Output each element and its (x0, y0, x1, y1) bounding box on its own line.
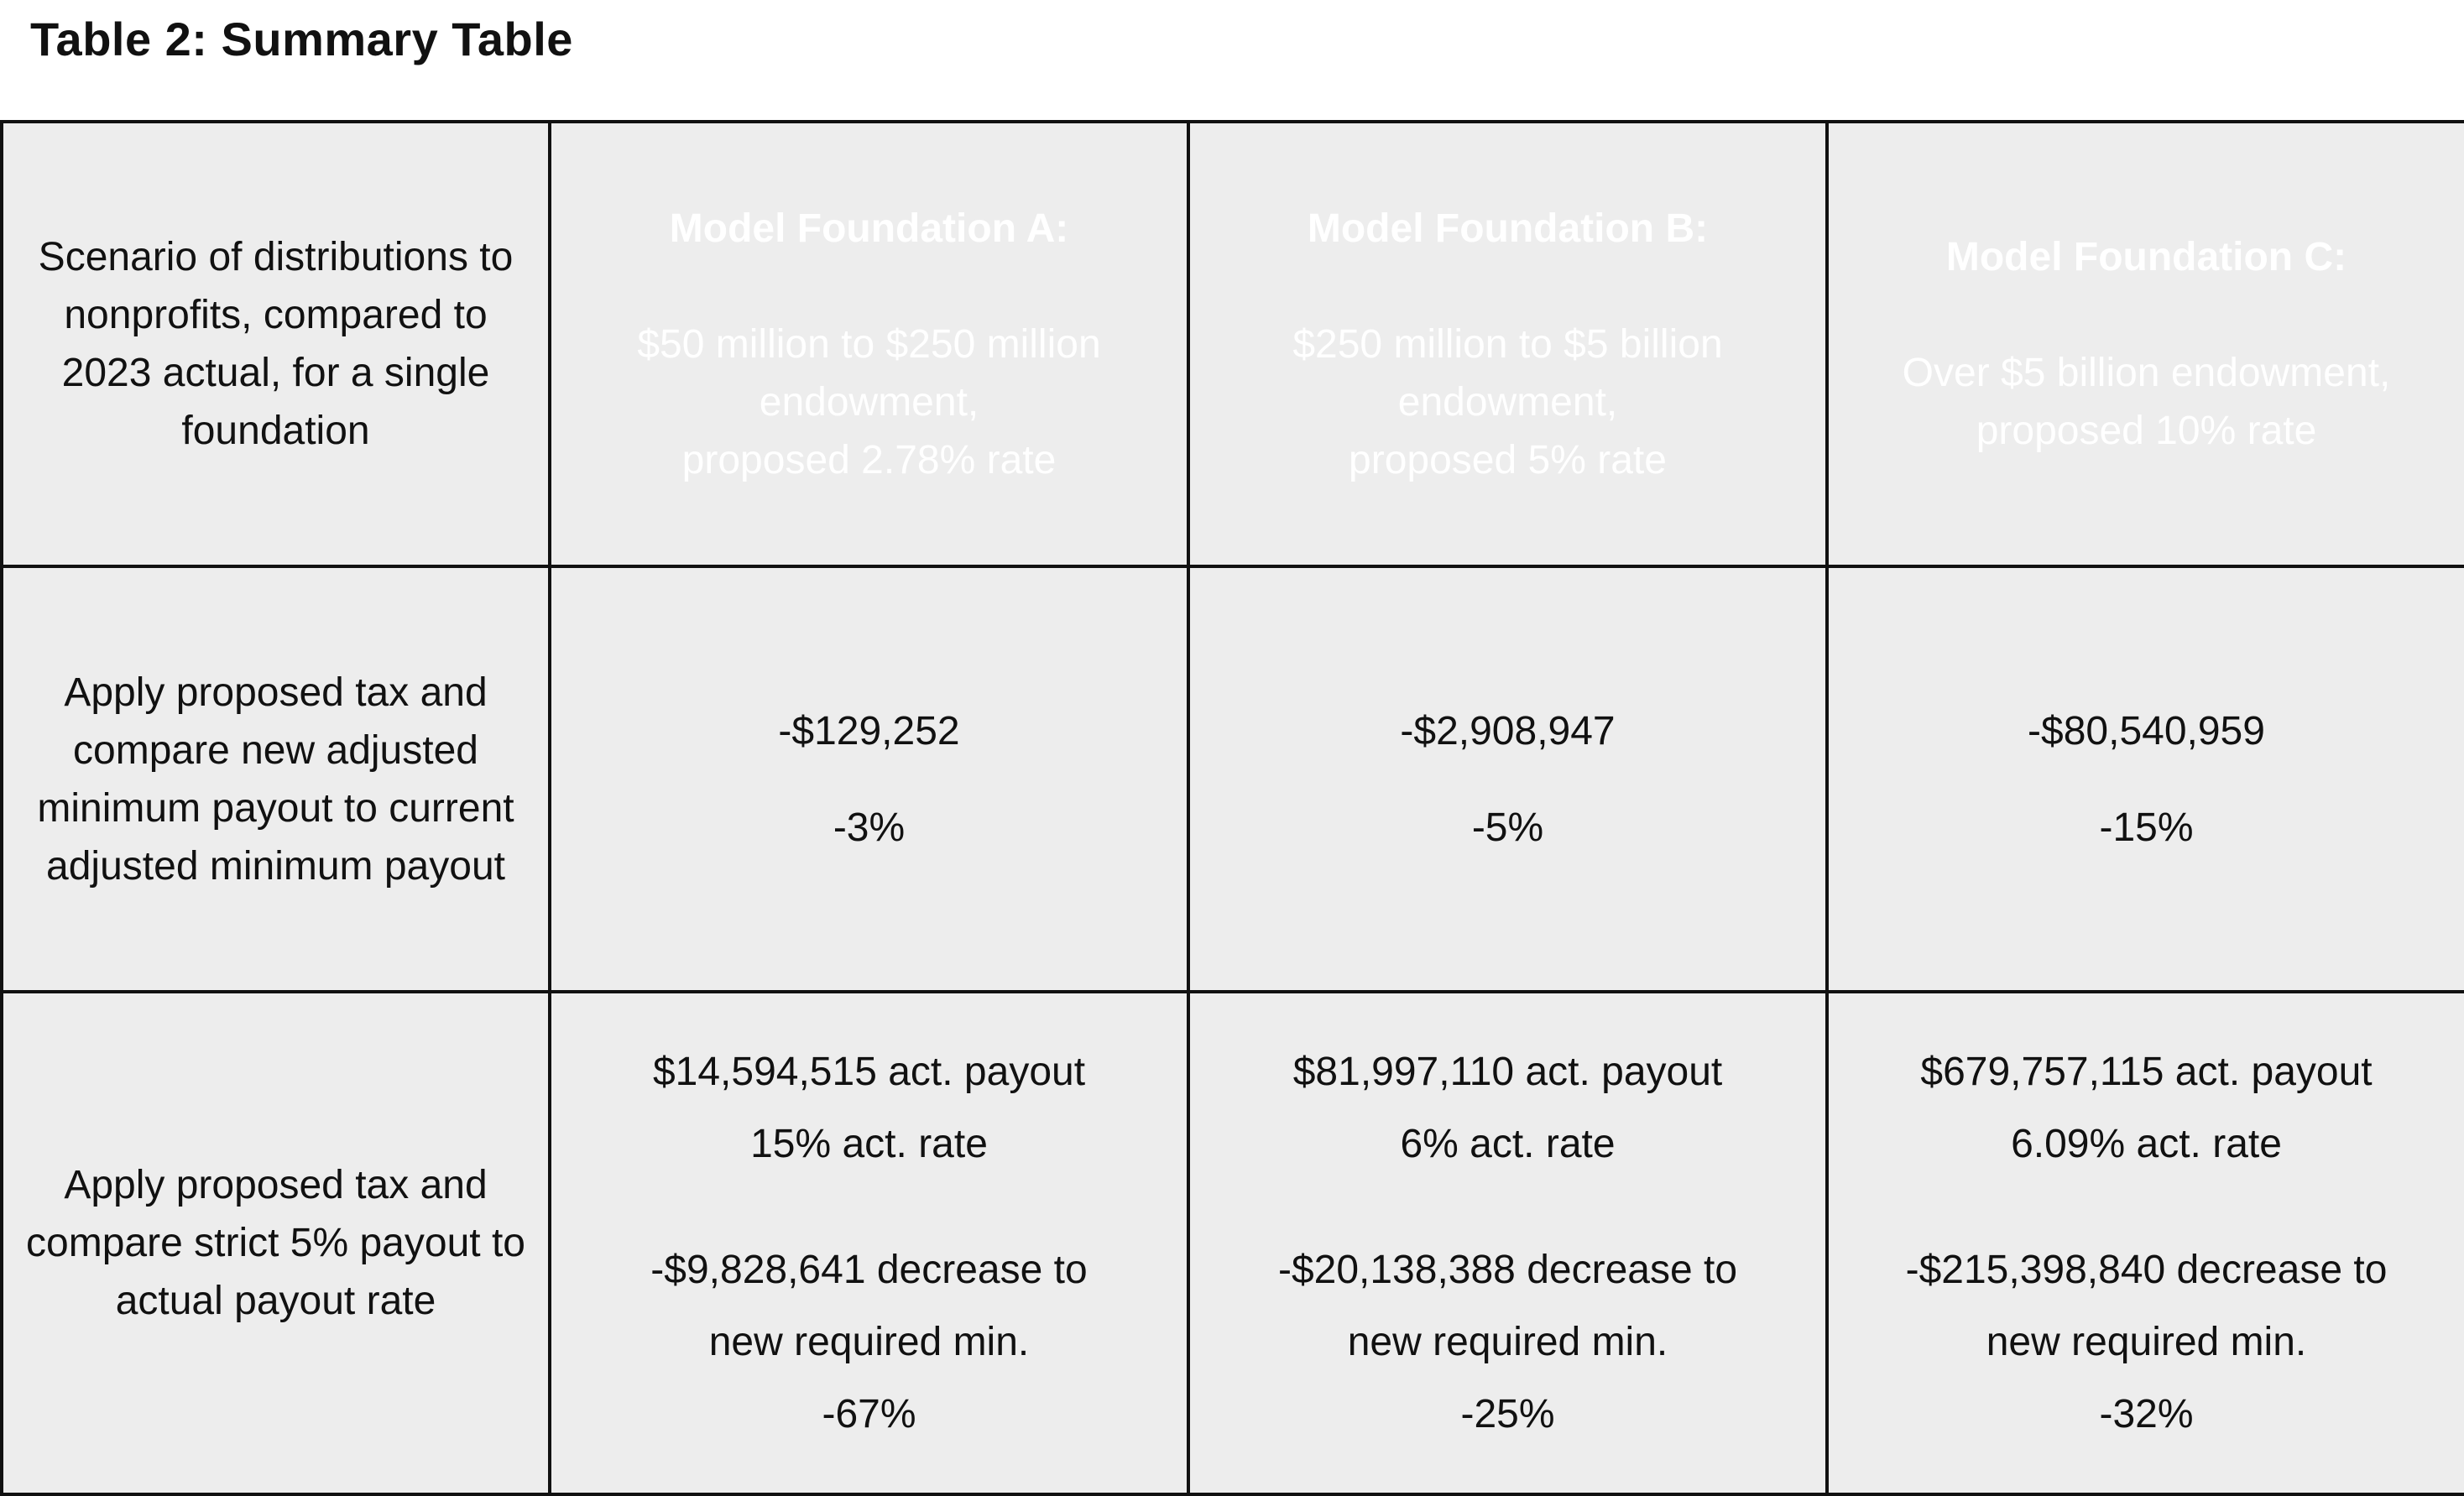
amount-value: -$129,252 (778, 708, 960, 753)
model-a-title: Model Foundation A: (669, 206, 1069, 251)
actual-rate: 15% act. rate (750, 1121, 988, 1166)
row-label-adjusted-minimum: Apply proposed tax and compare new adjus… (0, 565, 551, 993)
decrease-amount: -$215,398,840 decrease to (1905, 1247, 2388, 1292)
cell-model-c-adjusted: -$80,540,959 -15% (1825, 565, 2464, 993)
required-min: new required min. (1986, 1319, 2307, 1364)
row-label-text: Apply proposed tax and compare new adjus… (37, 670, 514, 889)
model-b-title: Model Foundation B: (1307, 206, 1709, 251)
model-foundation-b-header: Model Foundation B: $250 million to $5 b… (1187, 120, 1829, 568)
model-c-rate: proposed 10% rate (1976, 409, 2317, 453)
percent-value: -5% (1471, 805, 1544, 850)
model-c-title: Model Foundation C: (1945, 235, 2347, 279)
model-foundation-c-header: Model Foundation C: Over $5 billion endo… (1825, 120, 2464, 568)
scenario-header-text: Scenario of distributions to nonprofits,… (38, 235, 514, 453)
actual-payout: $679,757,115 act. payout (1920, 1049, 2373, 1094)
percent-value: -3% (833, 805, 906, 850)
table-caption: Table 2: Summary Table (30, 13, 573, 65)
cell-model-a-adjusted: -$129,252 -3% (548, 565, 1190, 993)
actual-rate: 6% act. rate (1400, 1121, 1616, 1166)
model-a-rate: proposed 2.78% rate (681, 437, 1057, 482)
model-a-range: $50 million to $250 million (637, 321, 1101, 367)
model-b-endowment: endowment, (1397, 379, 1618, 425)
cell-model-b-adjusted: -$2,908,947 -5% (1187, 565, 1829, 993)
model-foundation-a-header: Model Foundation A: $50 million to $250 … (548, 120, 1190, 568)
cell-model-b-strict: $81,997,110 act. payout 6% act. rate -$2… (1187, 990, 1829, 1496)
model-b-rate: proposed 5% rate (1349, 437, 1667, 482)
cell-model-c-strict: $679,757,115 act. payout 6.09% act. rate… (1825, 990, 2464, 1496)
row-label-strict-payout: Apply proposed tax and compare strict 5%… (0, 990, 551, 1496)
percent-value: -15% (2099, 805, 2194, 850)
table-header-row: Scenario of distributions to nonprofits,… (0, 120, 2464, 568)
percent-value: -25% (1460, 1391, 1555, 1436)
cell-model-a-strict: $14,594,515 act. payout 15% act. rate -$… (548, 990, 1190, 1496)
required-min: new required min. (708, 1319, 1030, 1364)
table-row: Apply proposed tax and compare new adjus… (0, 565, 2464, 993)
row-label-text: Apply proposed tax and compare strict 5%… (26, 1163, 525, 1323)
amount-value: -$2,908,947 (1400, 708, 1616, 753)
amount-value: -$80,540,959 (2028, 708, 2265, 753)
decrease-amount: -$9,828,641 decrease to (650, 1247, 1088, 1292)
percent-value: -32% (2099, 1391, 2194, 1436)
actual-payout: $81,997,110 act. payout (1292, 1049, 1723, 1094)
model-a-endowment: endowment, (759, 379, 979, 425)
table-row: Apply proposed tax and compare strict 5%… (0, 990, 2464, 1496)
percent-value: -67% (822, 1391, 916, 1436)
model-b-range: $250 million to $5 billion (1292, 321, 1723, 367)
decrease-amount: -$20,138,388 decrease to (1277, 1247, 1738, 1292)
model-c-endowment: Over $5 billion endowment, (1902, 351, 2391, 395)
actual-payout: $14,594,515 act. payout (652, 1049, 1086, 1094)
summary-table: Scenario of distributions to nonprofits,… (0, 120, 2464, 1496)
required-min: new required min. (1347, 1319, 1668, 1364)
actual-rate: 6.09% act. rate (2011, 1121, 2282, 1166)
scenario-header-cell: Scenario of distributions to nonprofits,… (0, 120, 551, 568)
